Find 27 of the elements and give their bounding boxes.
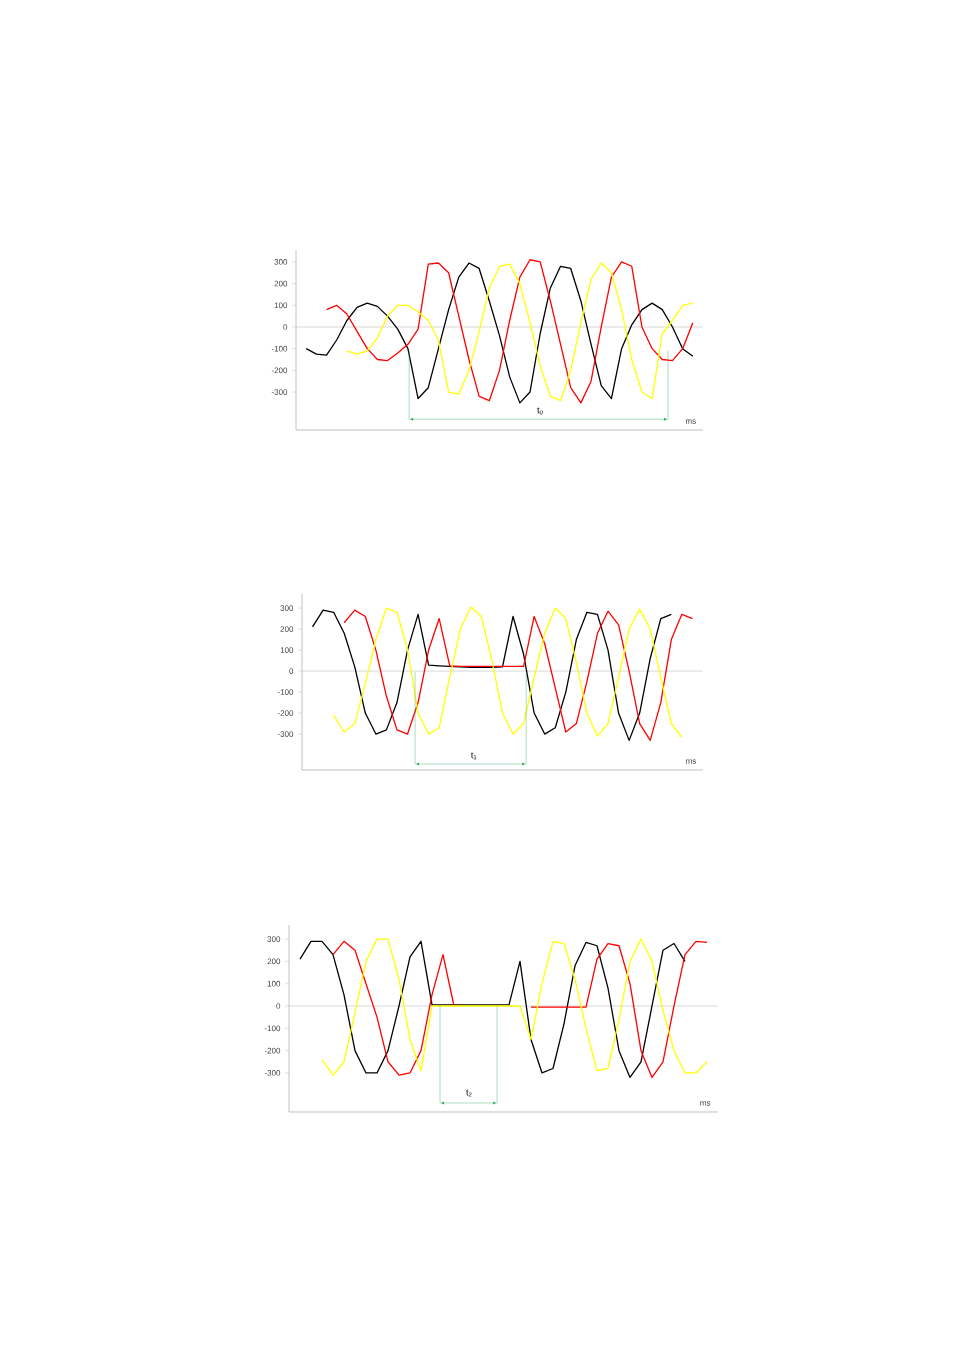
y-tick-label: -200: [277, 710, 294, 716]
y-tick-label: 100: [274, 302, 288, 309]
y-tick-label: -300: [277, 731, 294, 737]
y-tick-label: 200: [280, 626, 294, 632]
y-tick-label: -200: [271, 367, 288, 374]
y-tick-label: -200: [264, 1047, 281, 1054]
y-tick-label: 100: [280, 647, 294, 653]
y-tick-label: -300: [264, 1070, 281, 1076]
y-tick-label: -100: [264, 1025, 281, 1032]
y-tick-label: 300: [280, 605, 294, 611]
y-tick-label: -100: [277, 689, 294, 695]
annotation: t$_{1}$: [471, 752, 477, 760]
y-tick-label: 300: [267, 936, 281, 942]
x-axis-title: ms: [686, 759, 697, 764]
y-tick-label: -100: [271, 345, 288, 352]
x-axis-title: ms: [685, 419, 696, 424]
annotation: t$_{0}$: [537, 407, 543, 415]
y-tick-label: 300: [274, 259, 288, 265]
annotation: t$_{2}$: [466, 1089, 472, 1097]
y-tick-label: 100: [267, 980, 281, 987]
y-tick-label: 200: [267, 958, 281, 965]
y-tick-label: -300: [271, 389, 288, 395]
y-tick-label: 0: [276, 1003, 281, 1009]
x-axis-title: ms: [700, 1101, 711, 1106]
y-tick-label: 0: [283, 324, 288, 330]
y-tick-label: 200: [274, 280, 288, 287]
y-tick-label: 0: [289, 668, 294, 674]
